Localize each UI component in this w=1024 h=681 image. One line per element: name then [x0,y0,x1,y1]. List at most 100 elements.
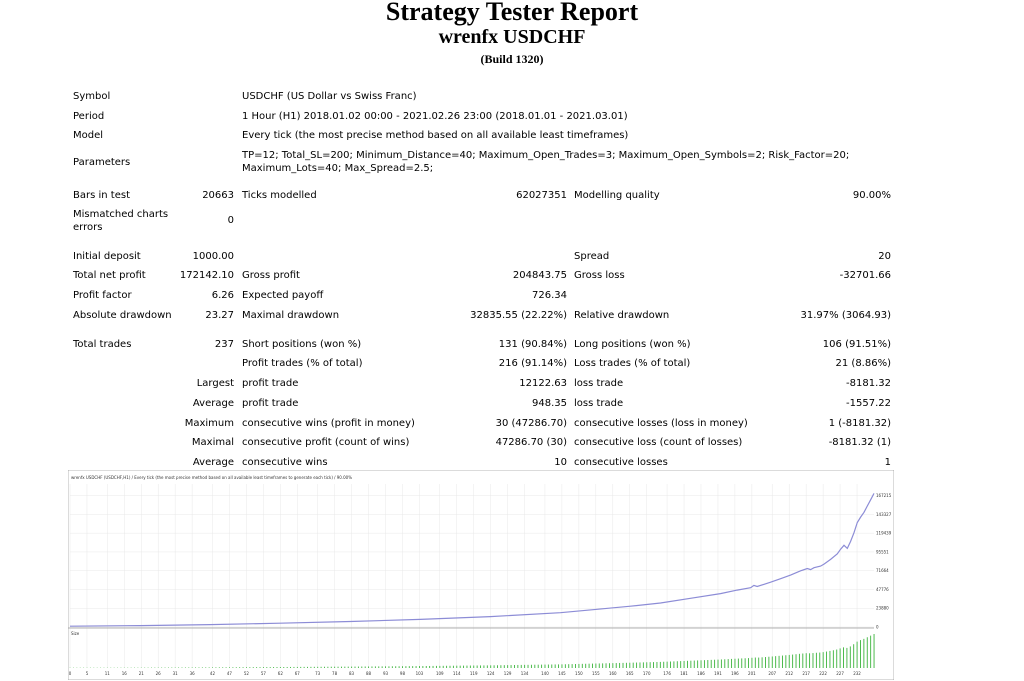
symbol-label: Symbol [73,91,110,103]
x-tick-label: 57 [261,671,267,676]
volume-bar [575,664,576,668]
volume-bar [209,667,210,668]
volume-bar [392,666,393,668]
y-tick-label: 95551 [876,549,889,554]
volume-bar [653,662,654,668]
volume-bar [239,667,240,668]
y-tick-label: 71664 [876,568,889,573]
volume-bar [748,658,749,668]
loss-trades-label: Loss trades (% of total) [574,358,690,370]
x-tick-label: 109 [436,671,444,676]
volume-bar [735,659,736,668]
volume-bar [534,665,535,668]
volume-bar [640,662,641,668]
volume-bar [419,666,420,668]
volume-bar [497,665,498,668]
volume-bar [874,634,875,668]
volume-bar [829,651,830,668]
volume-bar [402,666,403,668]
volume-bar [307,667,308,668]
x-tick-label: 170 [643,671,651,676]
parameters-line-1: TP=12; Total_SL=200; Minimum_Distance=40… [242,150,849,162]
bars-label: Bars in test [73,190,130,202]
volume-bar [582,664,583,668]
absolute-drawdown-value: 23.27 [205,310,234,322]
volume-bar [395,666,396,668]
maximum-label: Maximum [185,418,234,430]
maximal-consecutive-loss-label: consecutive loss (count of losses) [574,437,742,449]
volume-bar [528,665,529,668]
volume-bar [473,666,474,668]
volume-bar [409,666,410,668]
volume-bar [205,667,206,668]
volume-bar [867,637,868,668]
profit-factor-value: 6.26 [212,290,234,302]
relative-drawdown-label: Relative drawdown [574,310,669,322]
volume-bar [500,665,501,668]
largest-loss-label: loss trade [574,378,623,390]
x-tick-label: 227 [836,671,844,676]
volume-bar [633,663,634,668]
volume-bar [433,666,434,668]
volume-bar [358,667,359,668]
model-label: Model [73,130,103,142]
spread-value: 20 [878,251,891,263]
volume-bar [304,667,305,668]
mismatch-label-2: errors [73,222,102,234]
volume-bar [361,667,362,668]
volume-bar [813,653,814,668]
net-profit-label: Total net profit [73,270,146,282]
initial-deposit-value: 1000.00 [193,251,234,263]
volume-bar [585,664,586,668]
x-tick-label: 62 [278,671,284,676]
volume-bar [853,644,854,668]
volume-bar [663,662,664,668]
average-consecutive-losses-label: consecutive losses [574,457,668,469]
volume-bar [399,666,400,668]
volume-bar [226,667,227,668]
volume-bar [616,663,617,668]
volume-bar [779,656,780,668]
volume-bar [772,656,773,668]
symbol-value: USDCHF (US Dollar vs Swiss Franc) [242,91,417,103]
volume-bar [351,667,352,668]
x-tick-label: 191 [714,671,722,676]
gross-profit-value: 204843.75 [513,270,567,282]
volume-bar [331,667,332,668]
x-tick-label: 103 [416,671,424,676]
volume-bar [684,661,685,668]
volume-bar [202,667,203,668]
mismatch-label-1: Mismatched charts [73,209,168,221]
x-tick-label: 140 [541,671,549,676]
x-tick-label: 160 [609,671,617,676]
volume-bar [765,657,766,668]
volume-bar [334,667,335,668]
build-number: (Build 1320) [0,52,1024,67]
volume-bar [467,666,468,668]
long-positions-value: 106 (91.51%) [823,339,891,351]
volume-bar [293,667,294,668]
volume-bar [609,663,610,668]
maximal-consecutive-profit-value: 47286.70 (30) [496,437,567,449]
volume-bar [565,664,566,668]
volume-bar [256,667,257,668]
x-tick-label: 165 [626,671,634,676]
x-tick-label: 222 [819,671,827,676]
volume-bar [806,653,807,668]
volume-bar [623,663,624,668]
max-consecutive-wins-label: consecutive wins (profit in money) [242,418,415,430]
volume-bar [456,666,457,668]
volume-bar [809,653,810,668]
volume-bar [792,655,793,668]
volume-bar [232,667,233,668]
volume-bar [375,666,376,668]
largest-loss-value: -8181.32 [846,378,891,390]
volume-bar [595,664,596,668]
volume-bar [823,652,824,668]
volume-bar [612,663,613,668]
volume-bar [762,657,763,668]
loss-trades-value: 21 (8.86%) [836,358,891,370]
volume-bar [517,665,518,668]
volume-bar [870,636,871,668]
largest-label: Largest [197,378,234,390]
